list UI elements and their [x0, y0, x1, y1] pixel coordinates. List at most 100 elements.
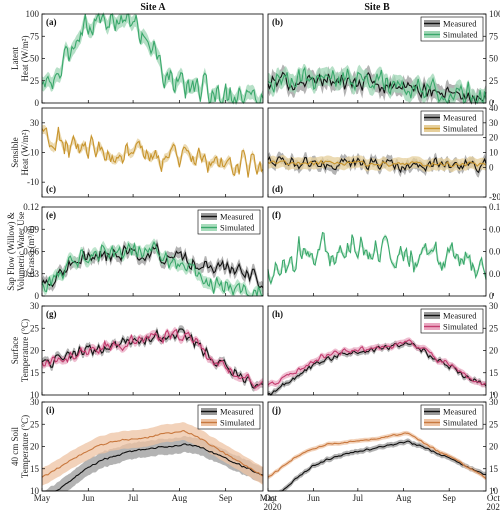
y-tick-label: 30 — [489, 118, 499, 128]
legend-measured-label: Measured — [443, 19, 477, 29]
simulated-line — [267, 432, 487, 479]
y-tick-label: 25 — [489, 419, 499, 429]
simulated-band — [42, 238, 263, 296]
simulated-line — [41, 328, 264, 389]
row-1-ylabel-line-0: Sensible — [10, 137, 20, 168]
y-tick-label: 0.12 — [489, 202, 500, 212]
panel-label: (b) — [272, 17, 283, 27]
x-year-label: 2020 — [486, 502, 500, 512]
y-tick-label: 0.06 — [23, 247, 39, 257]
y-tick-label: 0.12 — [23, 202, 39, 212]
y-tick-label: 15 — [30, 368, 40, 378]
y-tick-label: 50 — [489, 54, 499, 64]
row-2-ylabel-line-1: Volumetric Water Use — [16, 212, 26, 291]
row-1-ylabel-line-1: Heat (W/m²) — [20, 130, 30, 176]
y-tick-label: 0.03 — [23, 269, 39, 279]
row-1-ylabel: SensibleHeat (W/m²) — [10, 130, 30, 176]
row-2-ylabel-line-0: Sap Flow (Willow) & — [6, 212, 16, 290]
legend-simulated-label: Simulated — [443, 322, 478, 332]
measured-line — [41, 328, 264, 389]
legend-measured-label: Measured — [443, 113, 477, 123]
simulated-line — [41, 126, 264, 178]
legend-simulated-label: Simulated — [220, 223, 255, 233]
legend-simulated-label: Simulated — [443, 30, 478, 40]
measured-line — [267, 155, 487, 174]
legend-measured-label: Measured — [443, 407, 477, 417]
x-year-label: 2020 — [263, 502, 282, 512]
row-2-ylabel: Sap Flow (Willow) &Volumetric Water Use(… — [6, 212, 36, 291]
simulated-line — [41, 240, 264, 297]
y-tick-label: 75 — [489, 31, 499, 41]
panel-label: (i) — [46, 405, 55, 415]
column-title-site-a: Site A — [140, 2, 166, 13]
x-tick-label: Aug — [172, 493, 188, 503]
y-tick-label: 20 — [489, 346, 499, 356]
x-tick-label: May — [34, 493, 51, 503]
y-tick-label: 10 — [30, 390, 40, 400]
x-tick-label: Jun — [307, 493, 320, 503]
y-tick-label: 75 — [30, 31, 40, 41]
simulated-band — [268, 64, 486, 103]
y-tick-label: -10 — [27, 177, 39, 187]
y-tick-label: 0 — [489, 291, 494, 301]
simulated-line — [267, 159, 487, 168]
y-tick-label: 0 — [489, 98, 494, 108]
simulated-line — [267, 66, 487, 105]
y-tick-label: 0.09 — [489, 224, 500, 234]
y-tick-label: -20 — [489, 192, 500, 202]
y-tick-label: 0.09 — [23, 224, 39, 234]
legend-measured-label: Measured — [220, 212, 254, 222]
row-0-ylabel: LatentHeat (W/m²) — [10, 36, 30, 82]
panel-label: (f) — [272, 210, 281, 220]
y-tick-label: 10 — [489, 148, 499, 158]
x-tick-label: Aug — [396, 493, 412, 503]
legend-simulated-label: Simulated — [443, 418, 478, 428]
y-tick-label: 0 — [489, 162, 494, 172]
measured-line — [42, 443, 264, 492]
row-3-ylabel: SurfaceTemperature (°C) — [10, 319, 30, 382]
row-2-ylabel-line-2: (Grass) (m³/d) — [26, 226, 36, 277]
y-tick-label: 20 — [30, 442, 40, 452]
y-tick-label: 15 — [30, 464, 40, 474]
measured-line — [267, 71, 487, 106]
x-tick-label: Oct — [264, 493, 277, 503]
x-tick-label: Jul — [128, 493, 139, 503]
y-tick-label: 100 — [489, 9, 500, 19]
simulated-line — [267, 339, 487, 386]
y-tick-label: 30 — [489, 301, 499, 311]
y-tick-label: 20 — [489, 442, 499, 452]
legend-measured-label: Measured — [443, 311, 477, 321]
y-tick-label: 25 — [30, 76, 40, 86]
panel-c: -10 10 30 (c) — [27, 107, 271, 198]
panel-g: 10 15 20 25 30 (g) — [30, 301, 271, 400]
y-tick-label: 10 — [30, 486, 40, 496]
x-tick-label: Sep — [219, 493, 233, 503]
y-tick-label: 20 — [489, 133, 499, 143]
simulated-line — [41, 430, 264, 478]
column-title-site-b: Site B — [364, 2, 390, 13]
y-tick-label: 30 — [30, 301, 40, 311]
y-tick-label: 50 — [30, 54, 40, 64]
panel-j: 1015202530MayJunJulAugSepOct2020(j)Measu… — [260, 397, 500, 512]
y-tick-label: 0 — [35, 291, 40, 301]
y-tick-label: 25 — [30, 323, 40, 333]
panel-label: (a) — [46, 17, 57, 27]
y-tick-label: 10 — [30, 148, 40, 158]
y-tick-label: 25 — [489, 76, 499, 86]
simulated-line — [267, 231, 487, 286]
row-4-ylabel: 40 cm SoilTemperature (°C) — [10, 415, 30, 478]
x-tick-label: Jul — [353, 493, 364, 503]
simulated-band — [268, 232, 486, 284]
y-tick-label: 15 — [489, 464, 499, 474]
row-0-ylabel-line-0: Latent — [10, 47, 20, 70]
